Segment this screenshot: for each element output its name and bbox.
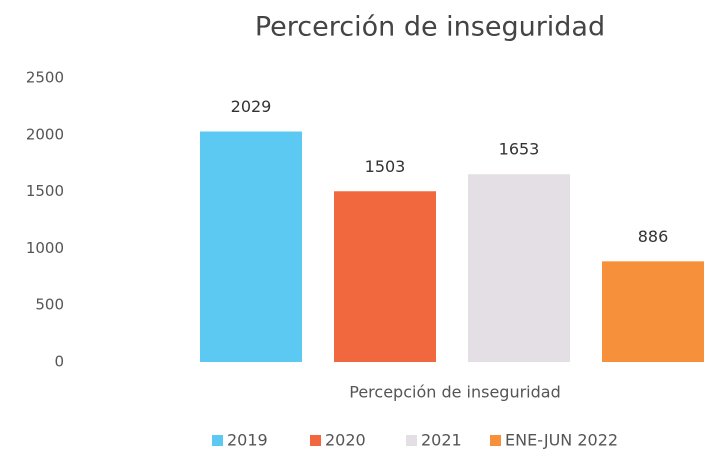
x-tick-label: Percepción de inseguridad: [349, 383, 561, 402]
legend-swatch: [406, 435, 417, 446]
data-label: 2029: [231, 97, 272, 116]
bar: [200, 131, 302, 362]
y-tick-label: 2000: [26, 125, 64, 143]
y-tick-label: 1000: [26, 239, 64, 257]
legend-swatch: [310, 435, 321, 446]
legend-label: ENE-JUN 2022: [505, 431, 618, 450]
y-tick-label: 500: [35, 296, 64, 314]
data-label: 1653: [499, 140, 540, 159]
legend-label: 2019: [227, 431, 268, 450]
bar: [334, 191, 436, 362]
chart-title: Percerción de inseguridad: [255, 12, 605, 43]
data-label: 1503: [365, 157, 406, 176]
legend-label: 2020: [325, 431, 366, 450]
bar: [468, 174, 570, 362]
y-tick-label: 2500: [26, 69, 64, 87]
data-label: 886: [638, 227, 669, 246]
legend-label: 2021: [421, 431, 462, 450]
y-tick-label: 0: [54, 353, 64, 371]
legend-swatch: [212, 435, 223, 446]
bar: [602, 261, 704, 362]
legend-swatch: [490, 435, 501, 446]
y-tick-label: 1500: [26, 182, 64, 200]
